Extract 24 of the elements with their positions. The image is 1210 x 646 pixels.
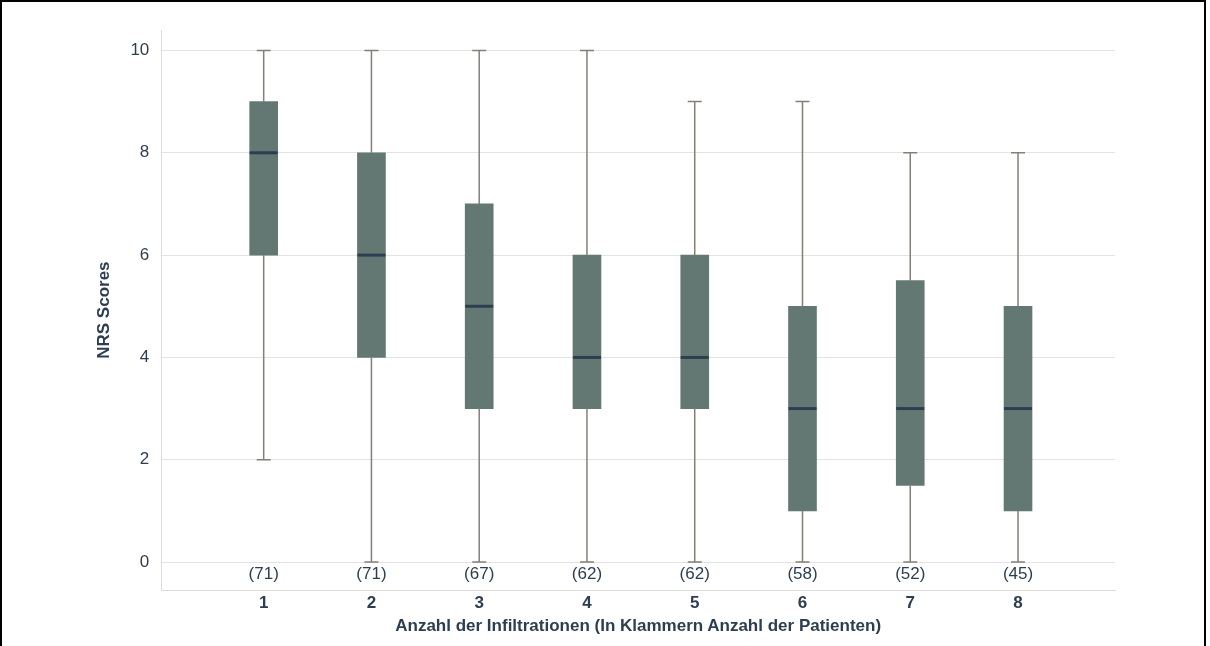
y-tick-label: 0 <box>139 551 150 571</box>
x-axis-title: Anzahl der Infiltrationen (In Klammern Anzahl der Patienten) <box>395 616 882 636</box>
x-tick-label: 5 <box>690 593 700 613</box>
annotation: (62) <box>571 564 603 584</box>
y-tick-label: 6 <box>139 244 150 264</box>
x-tick-label: 1 <box>258 593 269 613</box>
x-tick-label: 4 <box>582 593 593 613</box>
annotation: (45) <box>1002 564 1034 584</box>
y-tick-label: 4 <box>139 347 150 367</box>
x-tick-label: 7 <box>905 593 915 613</box>
annotation: (58) <box>787 564 818 584</box>
y-axis-title: NRS Scores <box>93 261 113 359</box>
x-tick-label: 3 <box>474 593 484 613</box>
annotation: (71) <box>356 564 387 584</box>
annotation: (71) <box>248 564 279 584</box>
x-tick-label: 8 <box>1013 593 1023 613</box>
x-tick-label: 2 <box>366 593 377 613</box>
y-tick-label: 8 <box>139 142 150 162</box>
x-tick-label: 6 <box>797 593 808 613</box>
annotation: (62) <box>679 564 710 584</box>
annotation: (52) <box>895 564 926 584</box>
annotation: (67) <box>464 564 495 584</box>
y-tick-label: 10 <box>130 40 150 60</box>
y-tick-label: 2 <box>139 449 150 469</box>
